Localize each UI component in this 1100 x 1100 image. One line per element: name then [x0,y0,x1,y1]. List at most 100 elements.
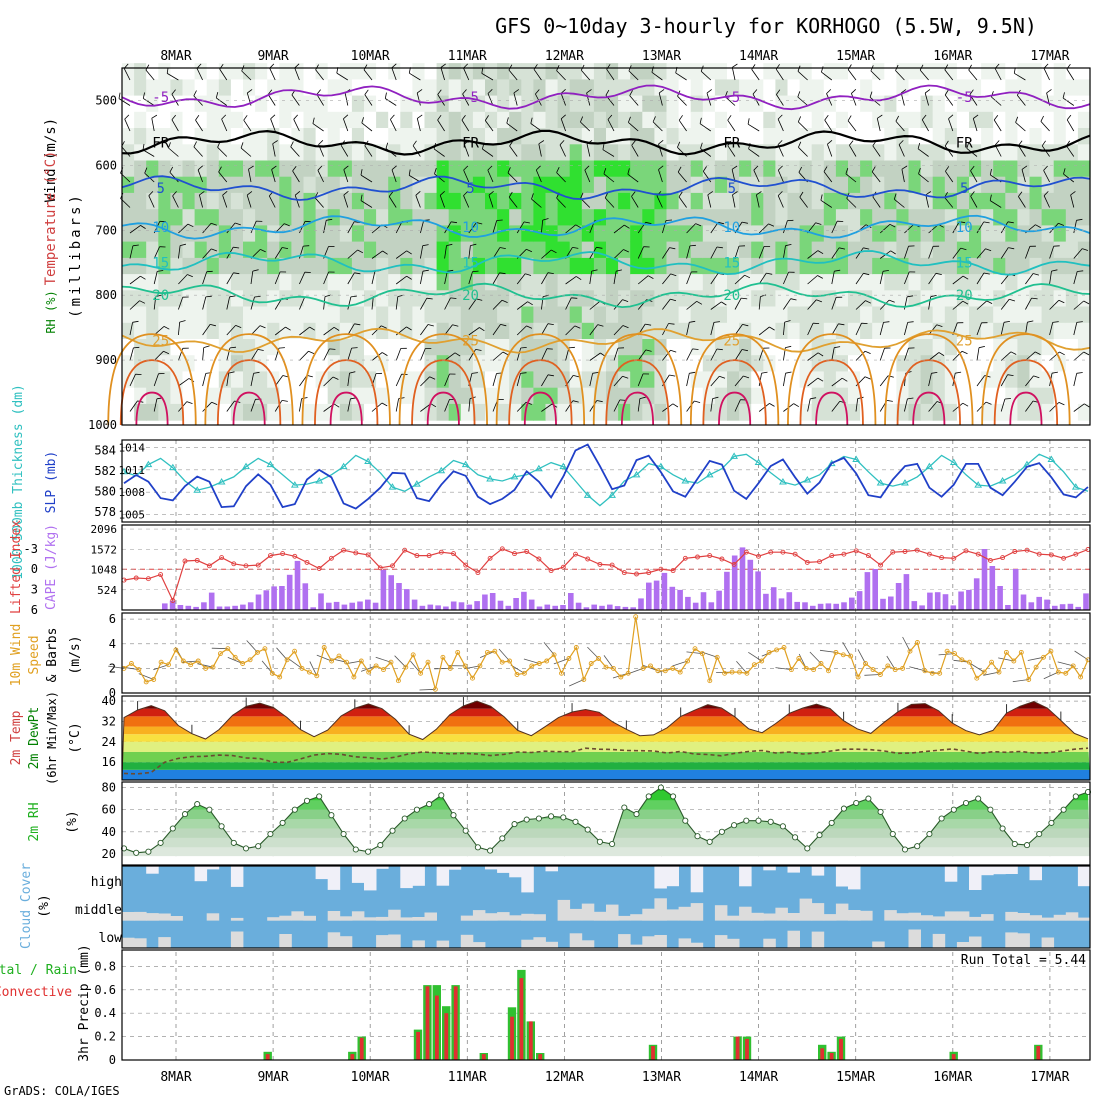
rh-field-cell [642,306,655,324]
rh-field-cell [654,160,668,178]
rh-field-cell [521,176,534,194]
rh-field-cell [424,274,438,291]
rh-field-cell [702,79,716,97]
wind-barb [292,170,300,183]
rh-field-cell [739,257,752,275]
rh-field-cell [678,355,692,372]
rh-field-cell [678,339,692,356]
temp-contour-label: 15 [956,256,973,272]
rh-field-cell [243,257,256,275]
rh-field-cell [315,63,329,80]
rh-field-cell [206,274,220,291]
rh-field-cell [944,160,958,178]
rh-field-cell [1077,176,1091,194]
rh-field-cell [956,225,970,243]
cloud-low-label: low [99,931,123,946]
rh-field-cell [291,209,305,226]
rh-field-cell [400,79,413,97]
wind-barb-flag [364,89,369,95]
rh-field-cell [944,290,958,308]
rh-field-cell [739,111,752,129]
cloud-high-gap [315,866,329,880]
rh-field-cell [351,403,365,421]
rh-field-cell [376,176,389,194]
rh-field-cell [981,128,994,145]
rh-field-cell [351,339,365,356]
rh-field-cell [714,79,728,97]
rh-field-cell [158,192,171,210]
rh-field-cell [315,128,329,145]
precip-convective-bar [416,1031,420,1060]
rh-band [122,846,1090,857]
rh-field-cell [884,128,897,145]
rh-field-cell [424,257,438,275]
rh-field-cell [606,111,619,129]
rh-field-cell [182,128,196,145]
rh-field-cell [775,225,789,243]
rh-field-cell [388,63,401,80]
wind-barb-flag [437,114,442,121]
rh-field-cell [727,387,740,405]
rh-field-cell [182,209,196,226]
rh-field-cell [122,111,135,129]
cape-bar [934,592,941,610]
wind-barb-flag [559,140,565,146]
rh-field-cell [315,192,329,210]
rh-field-cell [230,225,244,243]
pressure-tick-label: 600 [95,158,117,172]
rh-field-cell [775,111,789,129]
rh-field-cell [654,306,668,324]
rh-field-cell [122,192,135,210]
wind-barb [395,348,402,361]
rh-field-cell [255,160,268,178]
wind-barb [395,374,402,387]
slp-tick-label: 1008 [119,486,146,499]
rh-field-cell [182,192,196,210]
wind-barb [317,170,324,183]
rh-field-cell [678,144,692,162]
rh-field-cell [388,274,401,291]
wind-barb [462,93,470,106]
rh-tick-label: 20 [102,847,116,861]
rh-field-cell [1077,322,1091,340]
cloud-middle-gap [122,912,135,921]
rh-field-cell [932,111,946,129]
rh-field-cell [981,241,994,259]
rh-point [633,811,640,818]
rh-field-cell [1053,225,1067,243]
cloud-high-gap [412,866,425,886]
wind-barb-flag [142,143,145,150]
wind-barb [556,172,566,183]
rh-field-cell [230,144,244,162]
wind-barb-flag [118,92,121,99]
cape-bar [677,589,683,610]
wind-barb [202,401,212,412]
rh-field-cell [593,257,607,275]
rh-field-cell [218,160,232,178]
rh-field-cell [521,111,534,129]
rh-field-cell [739,95,752,113]
rh-field-cell [400,160,413,178]
rh-field-cell [702,225,716,243]
rh-field-cell [763,322,776,340]
rh-field-cell [678,79,692,97]
rh-field-cell [364,241,377,259]
rh-field-cell [1017,306,1031,324]
rh-field-cell [593,225,607,243]
rh-field-cell [134,79,147,97]
rh-field-cell [255,176,268,194]
rh-field-cell [388,387,401,405]
rh-field-cell [545,387,559,405]
rh-field-cell [485,144,498,162]
rh-field-cell [291,160,305,178]
pressure-tick-label: 700 [95,223,117,237]
wind-barb [506,122,518,132]
rh-field-cell [1077,387,1091,405]
rh-field-cell [993,79,1006,97]
rh-field-cell [460,306,474,324]
wind-barb-flag [535,89,540,95]
rh-field-cell [230,79,244,97]
wind-barb-flag [506,117,509,124]
rh-field-cell [122,160,135,178]
rh-field-cell [545,209,559,226]
